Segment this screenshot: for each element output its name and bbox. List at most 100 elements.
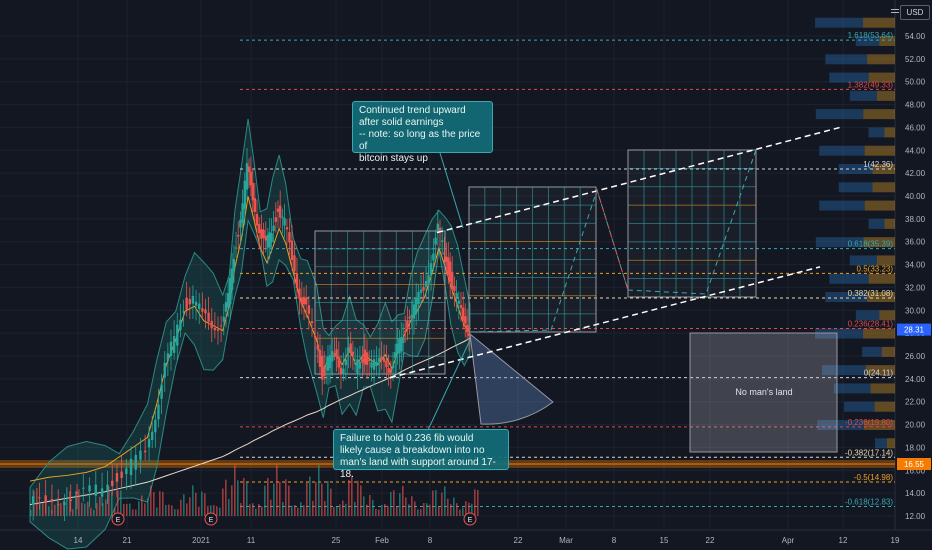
volume-bar	[72, 509, 74, 516]
volume-profile-bar	[863, 420, 895, 430]
volume-bar	[138, 501, 140, 516]
volume-bar	[435, 490, 437, 516]
price-axis: 12.00 14.00 16.00 18.00 20.00 22.00 24.00 26.00…	[897, 32, 931, 521]
candle-body	[120, 471, 123, 478]
candle-body	[370, 362, 373, 368]
volume-bar	[186, 503, 188, 516]
volume-bar	[369, 494, 371, 516]
volume-bar	[90, 507, 92, 516]
candle-body	[232, 258, 236, 271]
volume-profile-bar	[881, 346, 895, 357]
volume-bar	[177, 509, 179, 516]
volume-profile-bar	[815, 17, 864, 28]
x-tick-label: Apr	[782, 536, 795, 545]
candle-body	[443, 252, 446, 255]
fib-level-label: -0.382(17.14)	[845, 448, 893, 457]
candle-body	[268, 232, 271, 248]
projection-boxes: No man's land	[314, 149, 838, 453]
candle-body	[38, 497, 41, 499]
volume-bar	[48, 506, 50, 516]
volume-profile-bar	[838, 182, 873, 193]
y-tick-label: 14.00	[905, 489, 926, 498]
x-tick-label: 8	[612, 536, 617, 545]
volume-bar	[69, 491, 71, 516]
volume-bar	[255, 508, 257, 516]
volume-bar	[204, 493, 206, 516]
volume-profile-bar	[815, 237, 864, 248]
candle-body	[213, 327, 217, 331]
volume-bar	[348, 479, 350, 516]
candle-body	[191, 295, 195, 304]
candle-body	[429, 263, 433, 275]
volume-bar	[126, 504, 128, 516]
candle-body	[335, 349, 338, 358]
volume-bar	[423, 503, 425, 516]
volume-bar	[402, 485, 404, 516]
candle-body	[216, 329, 220, 331]
x-tick-label: 21	[123, 536, 132, 545]
failure-note[interactable]: Failure to hold 0.236 fib would likely c…	[333, 429, 509, 480]
candle-body	[307, 305, 311, 314]
volume-bar	[171, 505, 173, 516]
volume-bar	[432, 490, 434, 516]
x-tick-label: Feb	[375, 536, 389, 545]
candle-body	[367, 360, 371, 362]
volume-bar	[30, 510, 32, 516]
candle-body	[262, 229, 265, 238]
volume-bar	[207, 505, 209, 516]
candle-body	[243, 180, 246, 210]
earnings-marker	[463, 512, 477, 526]
candle-body	[385, 360, 388, 368]
volume-bar	[324, 501, 326, 516]
x-tick-label: 15	[660, 536, 669, 545]
candle-body	[339, 367, 343, 375]
candle-body	[461, 307, 465, 322]
candle-body	[75, 492, 79, 494]
candle-body	[247, 166, 251, 172]
volume-bar	[228, 498, 230, 516]
volume-bar	[306, 482, 308, 516]
volume-profile-bar	[825, 54, 868, 65]
volume-bar	[345, 503, 347, 516]
volume-bar	[144, 503, 146, 516]
no-mans-land-label: No man's land	[735, 387, 792, 397]
volume-bar	[216, 506, 218, 516]
candle-body	[176, 324, 179, 346]
candle-body	[290, 240, 294, 260]
volume-bar	[417, 509, 419, 516]
volume-bar	[414, 501, 416, 516]
candle-body	[457, 300, 460, 304]
volume-profile-bar	[864, 145, 895, 156]
volume-profile-bar	[849, 90, 877, 101]
volume-bar	[198, 506, 200, 516]
candle-body	[245, 163, 249, 190]
volume-profile-bar	[876, 90, 895, 101]
candle-body	[226, 293, 230, 308]
candle-body	[331, 351, 334, 362]
candle-body	[129, 458, 133, 475]
volume-bar	[54, 504, 56, 516]
y-tick-label: 32.00	[905, 283, 926, 292]
volume-bar	[261, 506, 263, 516]
fib-level-label: 0.382(31.08)	[848, 289, 894, 298]
upward-trend-note[interactable]: Continued trend upward after solid earni…	[352, 101, 493, 164]
candle-body	[467, 332, 471, 337]
candle-body	[382, 358, 386, 362]
menu-lines-icon[interactable]	[891, 7, 899, 15]
volume-profile-bar	[879, 36, 895, 46]
volume-bar	[438, 506, 440, 516]
candle-body	[440, 240, 444, 242]
candle-body	[427, 275, 430, 284]
x-tick-label: 14	[74, 536, 83, 545]
candle-body	[324, 367, 328, 369]
candle-body	[230, 268, 234, 291]
volume-bar	[141, 495, 143, 516]
volume-bar	[201, 491, 203, 516]
candle-body	[272, 225, 275, 232]
candle-body	[453, 285, 456, 291]
candle-body	[310, 321, 314, 324]
candle-body	[389, 369, 393, 373]
candle-body	[414, 297, 418, 314]
currency-badge[interactable]: USD	[900, 5, 930, 20]
support-price-tag	[897, 458, 931, 470]
